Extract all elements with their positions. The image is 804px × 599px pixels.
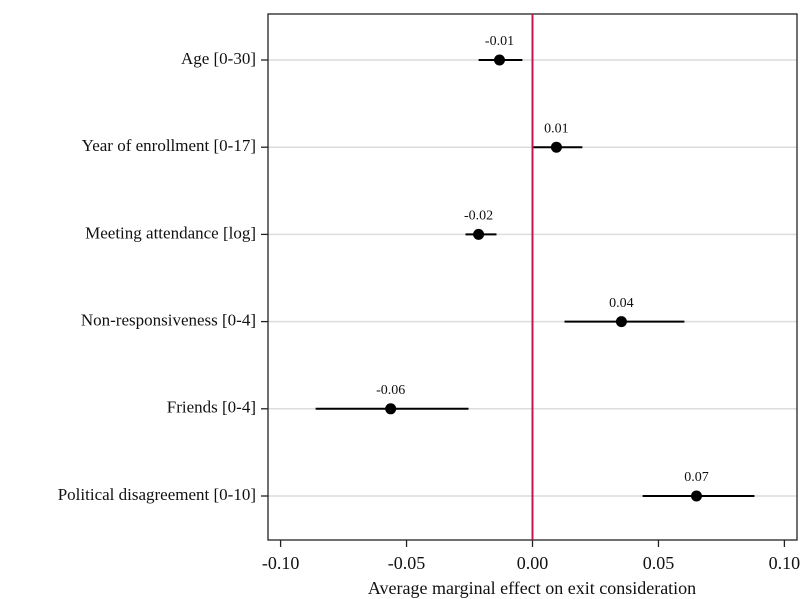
y-tick-label: Age [0-30] xyxy=(181,49,256,68)
y-tick-label: Non-responsiveness [0-4] xyxy=(81,311,256,330)
value-label: -0.06 xyxy=(376,383,405,398)
value-label: -0.02 xyxy=(464,209,493,224)
point-estimate xyxy=(615,316,627,328)
point-estimate xyxy=(690,490,702,502)
x-tick-label: 0.05 xyxy=(643,553,675,573)
point-estimate xyxy=(494,54,506,66)
x-tick-label: 0.10 xyxy=(769,553,801,573)
value-label: 0.01 xyxy=(544,121,569,136)
x-axis-title: Average marginal effect on exit consider… xyxy=(368,578,696,598)
point-estimate xyxy=(385,403,397,415)
x-tick-label: -0.05 xyxy=(388,553,426,573)
y-tick-label: Meeting attendance [log] xyxy=(85,223,256,242)
value-label: -0.01 xyxy=(485,34,514,49)
point-estimate xyxy=(473,228,485,240)
x-tick-label: 0.00 xyxy=(517,553,549,573)
y-tick-label: Friends [0-4] xyxy=(167,398,256,417)
value-label: 0.04 xyxy=(609,296,634,311)
y-tick-label: Political disagreement [0-10] xyxy=(58,485,256,504)
y-tick-label: Year of enrollment [0-17] xyxy=(82,136,256,155)
x-tick-label: -0.10 xyxy=(262,553,300,573)
value-label: 0.07 xyxy=(684,470,709,485)
point-estimate xyxy=(550,141,562,153)
